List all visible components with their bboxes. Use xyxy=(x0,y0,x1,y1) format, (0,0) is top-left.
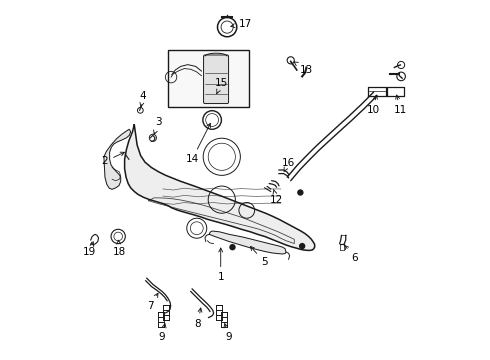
Text: 14: 14 xyxy=(186,123,210,164)
Circle shape xyxy=(230,245,235,249)
Text: 4: 4 xyxy=(140,91,147,107)
Text: 16: 16 xyxy=(282,158,295,171)
Text: 1: 1 xyxy=(218,248,224,282)
Text: 9: 9 xyxy=(224,324,232,342)
Text: 13: 13 xyxy=(294,62,313,75)
Polygon shape xyxy=(104,129,131,189)
Polygon shape xyxy=(124,125,315,250)
Text: 18: 18 xyxy=(113,240,126,257)
Text: 6: 6 xyxy=(344,246,358,263)
Text: 10: 10 xyxy=(367,95,379,115)
Text: 5: 5 xyxy=(250,246,268,267)
Circle shape xyxy=(300,244,305,249)
FancyBboxPatch shape xyxy=(203,55,228,104)
Text: 11: 11 xyxy=(394,95,407,115)
Text: 7: 7 xyxy=(147,293,158,311)
FancyBboxPatch shape xyxy=(168,50,248,107)
Text: 9: 9 xyxy=(159,324,166,342)
Text: 17: 17 xyxy=(231,18,252,28)
Circle shape xyxy=(298,190,303,195)
Text: 12: 12 xyxy=(270,189,283,204)
Polygon shape xyxy=(209,231,286,254)
Text: 19: 19 xyxy=(83,242,96,257)
Text: 3: 3 xyxy=(154,117,162,134)
Text: 8: 8 xyxy=(195,308,202,329)
Text: 15: 15 xyxy=(215,78,228,94)
Text: 2: 2 xyxy=(101,152,124,166)
